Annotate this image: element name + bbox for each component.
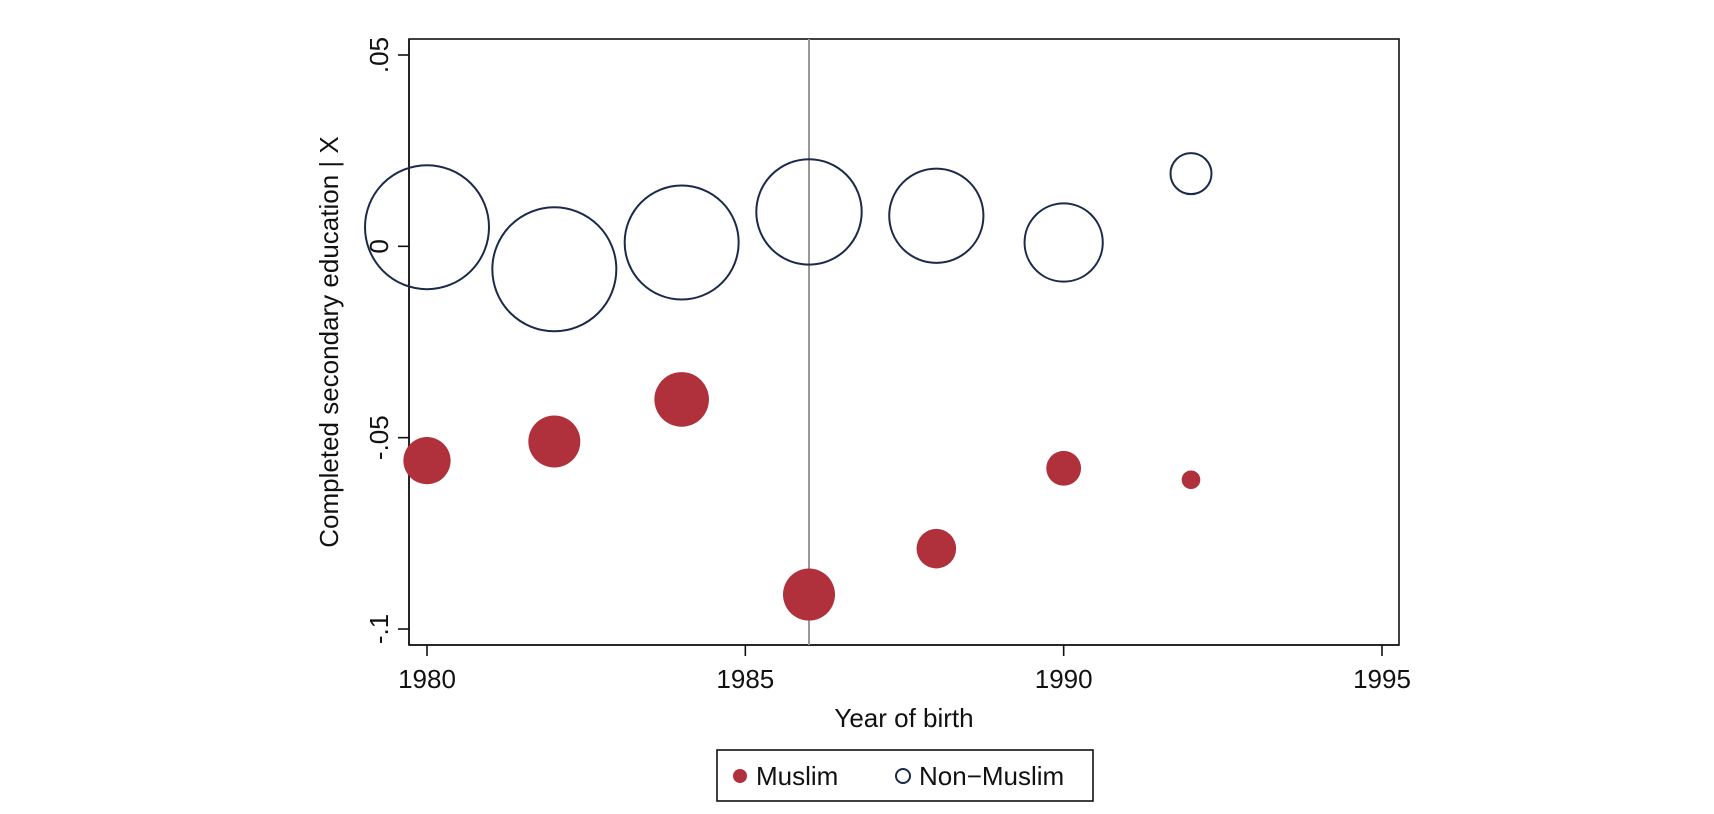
y-tick-label--.05: -.05: [364, 415, 394, 460]
x-axis-title: Year of birth: [834, 703, 973, 733]
y-tick-label--.1: -.1: [364, 614, 394, 644]
data-point-non-muslim-1980: [364, 164, 490, 291]
data-point-non-muslim-1984: [623, 184, 740, 301]
legend-box: [716, 749, 1094, 802]
data-point-non-muslim-1982: [491, 206, 618, 333]
x-tick-label-1980: 1980: [398, 664, 456, 694]
data-point-muslim-1984: [654, 372, 709, 427]
data-point-non-muslim-1988: [888, 167, 985, 264]
y-tick-label-0: 0: [364, 239, 394, 253]
plot-area: [408, 38, 1400, 646]
data-point-non-muslim-1986: [755, 158, 863, 266]
data-point-non-muslim-1990: [1023, 202, 1104, 283]
points-layer: [364, 152, 1213, 621]
legend-marker-non-muslim: [895, 768, 911, 784]
legend-label-non-muslim: Non−Muslim: [919, 761, 1064, 791]
data-point-muslim-1992: [1181, 470, 1201, 490]
legend-label-muslim: Muslim: [756, 761, 838, 791]
ticks-layer: 1980 1985 1990 1995 .05 0 -.05 -.1: [364, 37, 1411, 694]
data-point-muslim-1986: [783, 568, 835, 621]
x-tick-label-1995: 1995: [1353, 664, 1411, 694]
data-point-muslim-1980: [403, 437, 451, 485]
data-point-non-muslim-1992: [1169, 152, 1213, 196]
x-tick-label-1990: 1990: [1035, 664, 1093, 694]
data-point-muslim-1990: [1046, 450, 1082, 486]
data-point-muslim-1982: [528, 415, 581, 468]
x-tick-label-1985: 1985: [716, 664, 774, 694]
y-tick-label-.05: .05: [364, 37, 394, 73]
legend: Muslim Non−Muslim: [716, 749, 1094, 802]
y-axis-title: Completed secondary education | X: [314, 136, 344, 547]
legend-marker-muslim: [733, 769, 747, 783]
data-point-muslim-1988: [916, 528, 957, 569]
